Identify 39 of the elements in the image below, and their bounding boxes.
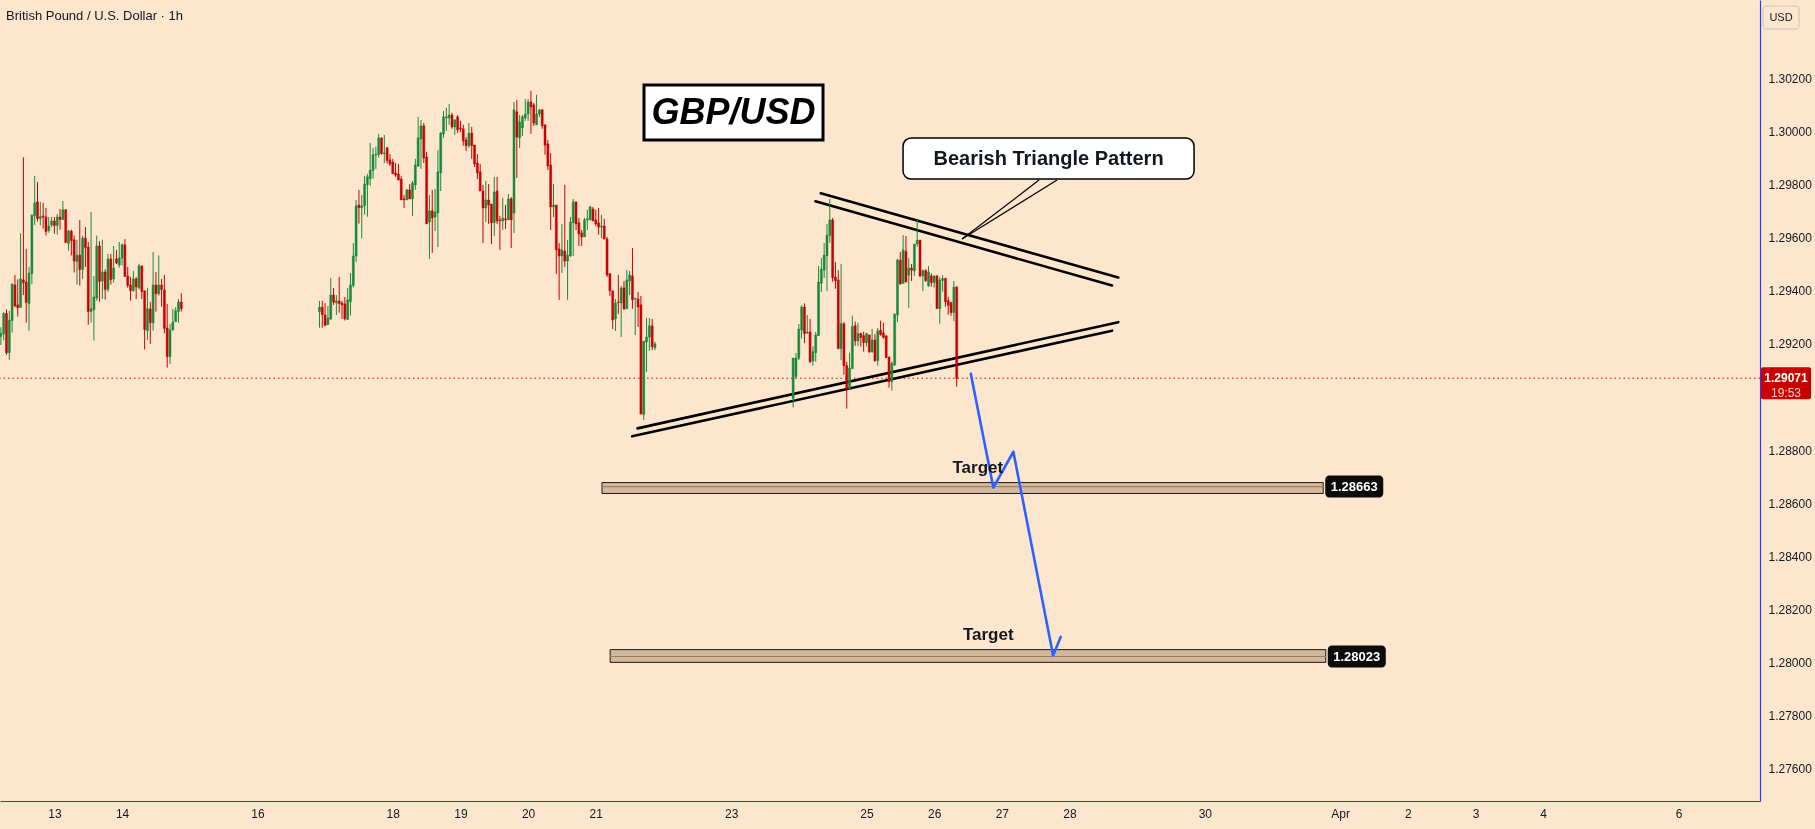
y-tick-label: 1.27600 xyxy=(1768,762,1813,777)
x-tick-label: 27 xyxy=(995,806,1010,821)
x-tick-label: 18 xyxy=(386,806,401,821)
y-tick-label: 1.28800 xyxy=(1768,443,1813,458)
x-tick-label: 30 xyxy=(1198,806,1213,821)
x-tick-label: 13 xyxy=(48,806,62,821)
x-tick-label: 3 xyxy=(1472,806,1480,821)
y-tick-label: 1.30200 xyxy=(1768,71,1813,86)
x-tick-label: 19 xyxy=(454,806,468,821)
data-label: 1.28663 xyxy=(1330,478,1378,494)
x-tick-label: 25 xyxy=(860,806,874,821)
x-tick-label: 23 xyxy=(724,806,739,821)
y-tick-label: 1.27800 xyxy=(1768,709,1813,724)
x-tick-label: 26 xyxy=(927,806,942,821)
x-tick-label: 28 xyxy=(1063,806,1077,821)
text: British Pound / U.S. Dollar · 1h xyxy=(6,8,184,23)
x-tick-label: 14 xyxy=(115,806,130,821)
y-tick-label: 1.28600 xyxy=(1768,496,1813,511)
ref-line-label: 1.29071 19:53 xyxy=(1764,371,1809,401)
x-tick-label: 2 xyxy=(1404,806,1412,821)
x-tick-label: 16 xyxy=(251,806,265,821)
x-tick-label: 4 xyxy=(1540,806,1548,821)
x-tick-label: 6 xyxy=(1675,806,1683,821)
y-axis-title: USD xyxy=(1769,10,1793,23)
annotation: GBP/USD xyxy=(651,91,816,132)
y-tick-label: 1.28200 xyxy=(1768,603,1813,618)
x-tick-label: 21 xyxy=(589,806,604,821)
y-tick-label: 1.29200 xyxy=(1768,337,1813,352)
data-label: 1.28023 xyxy=(1333,648,1381,664)
y-tick-label: 1.29600 xyxy=(1768,231,1813,246)
x-tick-label: Apr xyxy=(1331,806,1350,821)
y-tick-label: 1.30000 xyxy=(1768,124,1813,139)
annotation: Target xyxy=(962,624,1014,644)
y-tick-label: 1.29400 xyxy=(1768,284,1813,299)
y-tick-label: 1.28400 xyxy=(1768,549,1813,564)
annotation: Bearish Triangle Pattern xyxy=(933,146,1164,169)
x-tick-label: 20 xyxy=(521,806,536,821)
y-tick-label: 1.29800 xyxy=(1768,178,1813,193)
y-tick-label: 1.28000 xyxy=(1768,656,1813,671)
